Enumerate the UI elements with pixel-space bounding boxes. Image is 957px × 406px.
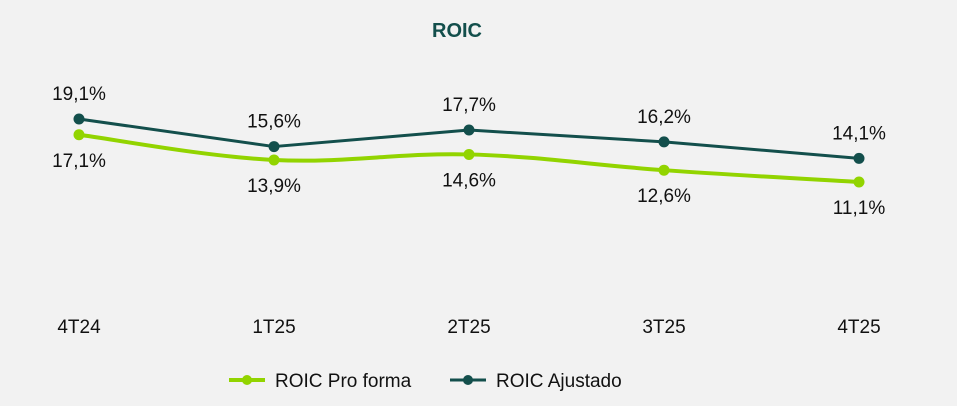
data-label-roic-pro-forma-4t24: 17,1%: [52, 151, 106, 172]
data-label-roic-pro-forma-4t25: 11,1%: [833, 198, 886, 219]
data-point-roic-pro-forma-3t25: [658, 164, 670, 176]
chart-title: ROIC: [432, 20, 482, 42]
legend-label-roic-ajustado: ROIC Ajustado: [496, 371, 622, 392]
data-label-roic-ajustado-1t25: 15,6%: [247, 112, 301, 133]
data-label-roic-ajustado-2t25: 17,7%: [442, 95, 496, 116]
data-point-roic-pro-forma-4t24: [73, 129, 85, 141]
data-label-roic-pro-forma-3t25: 12,6%: [637, 186, 691, 207]
x-axis-ticks: 4T24 1T25 2T25 3T25 4T25: [57, 317, 880, 338]
data-label-roic-pro-forma-1t25: 13,9%: [247, 176, 301, 197]
legend-item-roic-pro-forma: ROIC Pro forma: [229, 371, 412, 392]
legend: ROIC Pro forma ROIC Ajustado: [229, 371, 622, 392]
data-point-roic-ajustado-2t25: [463, 124, 475, 136]
data-point-roic-ajustado-4t24: [73, 113, 85, 125]
data-point-roic-ajustado-4t25: [853, 152, 865, 164]
data-label-layer: 17,1% 13,9% 14,6% 12,6% 11,1% 19,1% 15,6% 17,7%…: [52, 84, 886, 219]
x-tick-label-4t25: 4T25: [837, 317, 880, 338]
data-label-roic-ajustado-4t24: 19,1%: [52, 84, 106, 105]
x-tick-label-2t25: 2T25: [447, 317, 490, 338]
x-tick-label-4t24: 4T24: [57, 317, 101, 338]
series-layer: [73, 113, 865, 188]
x-tick-label-3t25: 3T25: [642, 317, 685, 338]
data-point-roic-ajustado-3t25: [658, 136, 670, 148]
x-tick-label-1t25: 1T25: [252, 317, 295, 338]
legend-swatch-marker-roic-ajustado: [463, 375, 473, 385]
data-label-roic-ajustado-3t25: 16,2%: [637, 107, 691, 128]
data-point-roic-pro-forma-4t25: [853, 176, 865, 188]
data-label-roic-ajustado-4t25: 14,1%: [832, 123, 886, 144]
data-point-roic-pro-forma-1t25: [268, 154, 280, 166]
legend-item-roic-ajustado: ROIC Ajustado: [450, 371, 622, 392]
legend-swatch-marker-roic-pro-forma: [242, 375, 252, 385]
data-point-roic-ajustado-1t25: [268, 141, 280, 153]
data-point-roic-pro-forma-2t25: [463, 148, 475, 160]
data-label-roic-pro-forma-2t25: 14,6%: [442, 170, 496, 191]
legend-label-roic-pro-forma: ROIC Pro forma: [275, 371, 412, 392]
